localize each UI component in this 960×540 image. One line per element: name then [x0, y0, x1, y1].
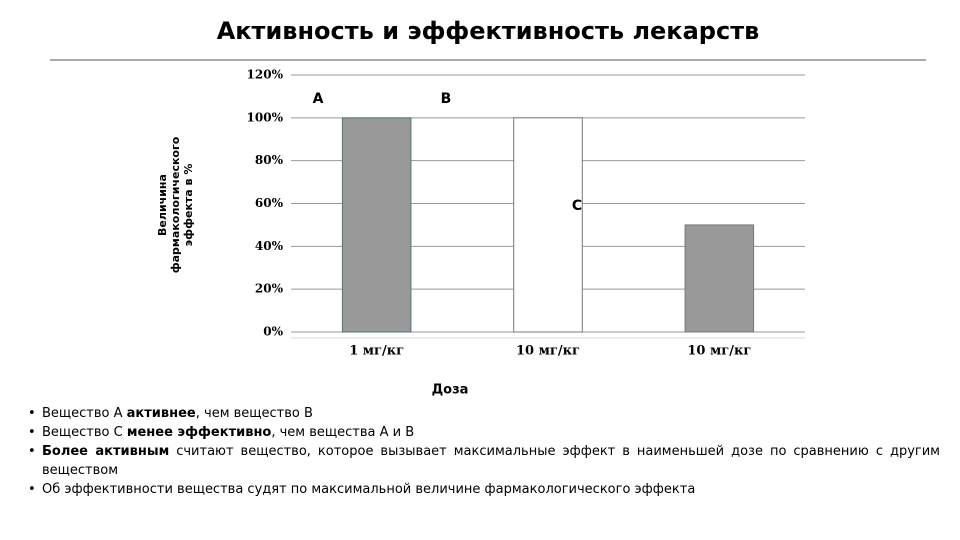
note-text: , чем вещества А и В	[271, 425, 415, 440]
y-tick-label: 20%	[255, 282, 284, 296]
notes: Вещество А активнее, чем вещество ВВещес…	[24, 404, 940, 499]
x-tick-label: 1 мг/кг	[349, 344, 404, 359]
note: Вещество А активнее, чем вещество В	[24, 404, 940, 423]
y-axis-label-line: фармакологического	[169, 136, 182, 273]
annotation: A	[313, 91, 324, 107]
note-bold: Более активным	[42, 444, 170, 459]
note-bold: менее эффективно	[126, 425, 272, 440]
y-tick-label: 120%	[247, 68, 284, 82]
y-tick-label: 0%	[263, 325, 283, 339]
y-axis-label-line: эффекта в %	[182, 164, 195, 247]
note-text: , чем вещество В	[195, 406, 313, 421]
y-tick-label: 60%	[255, 196, 284, 210]
bar	[341, 117, 412, 333]
bar	[513, 117, 583, 333]
note-text: считают вещество, которое вызывает макси…	[42, 444, 945, 478]
note: Вещество С менее эффективно, чем веществ…	[24, 423, 940, 442]
y-axis-label-line: Величина	[156, 174, 169, 236]
note-text: Вещество С	[42, 425, 127, 440]
y-tick-label: 40%	[255, 239, 284, 253]
chart: Активность и эффективность лекарств Доза…	[50, 17, 926, 398]
chart-title: Активность и эффективность лекарств	[217, 17, 760, 45]
x-tick-label: 10 мг/кг	[687, 344, 751, 359]
y-axis-label: Величина фармакологического эффекта в %	[156, 136, 195, 273]
y-tick-label: 80%	[255, 153, 284, 167]
x-axis-label: Доза	[432, 383, 469, 398]
annotation: C	[572, 198, 582, 214]
note-bold: активнее	[126, 406, 196, 421]
note: Об эффективности вещества судят по макси…	[24, 480, 940, 499]
annotation: B	[441, 91, 452, 107]
x-tick-label: 10 мг/кг	[516, 344, 580, 359]
bar	[684, 224, 755, 333]
y-tick-label: 100%	[247, 110, 284, 124]
note-text: Об эффективности вещества судят по макси…	[42, 482, 696, 497]
note: Более активным считают вещество, которое…	[24, 442, 940, 480]
note-text: Вещество А	[42, 406, 127, 421]
